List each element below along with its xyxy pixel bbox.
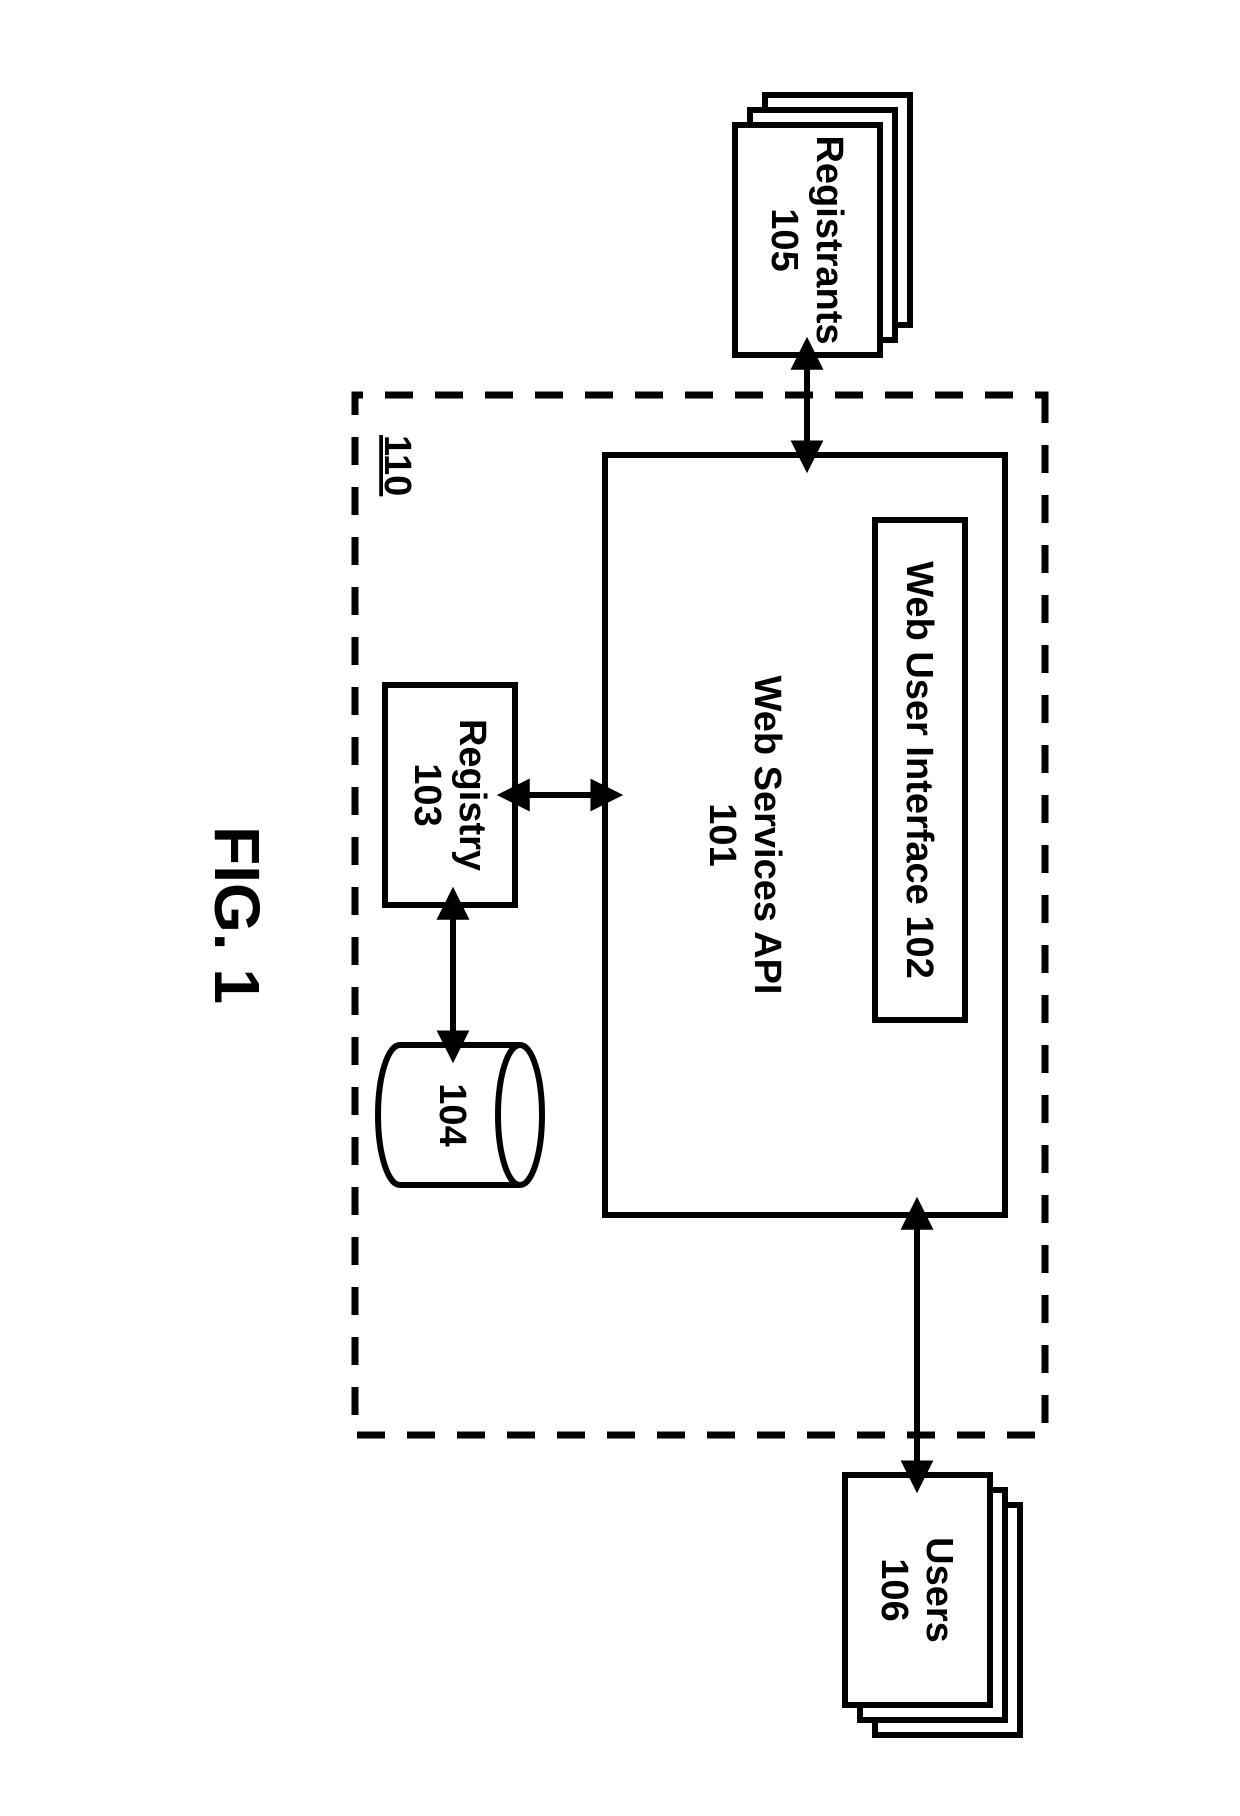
database-id: 104	[431, 1083, 473, 1146]
registrants-id: 105	[763, 208, 805, 271]
registrants-title: Registrants	[808, 135, 850, 344]
registry-box	[385, 685, 515, 905]
registry-id: 103	[406, 763, 448, 826]
users-stack: Users 106	[845, 1475, 1020, 1735]
architecture-diagram: 110 Web User Interface 102 Web Services …	[0, 0, 1240, 1816]
users-title: Users	[918, 1537, 960, 1643]
registrants-stack: Registrants 105	[735, 95, 910, 355]
figure-caption: FIG. 1	[201, 826, 273, 1004]
database-cylinder: 104	[378, 1045, 542, 1185]
system-boundary-id: 110	[376, 435, 418, 496]
api-box-title: Web Services API	[746, 676, 788, 995]
ui-box-label: Web User Interface 102	[898, 561, 940, 979]
registry-title: Registry	[451, 719, 493, 871]
api-box-id: 101	[701, 803, 743, 866]
users-id: 106	[873, 1558, 915, 1621]
